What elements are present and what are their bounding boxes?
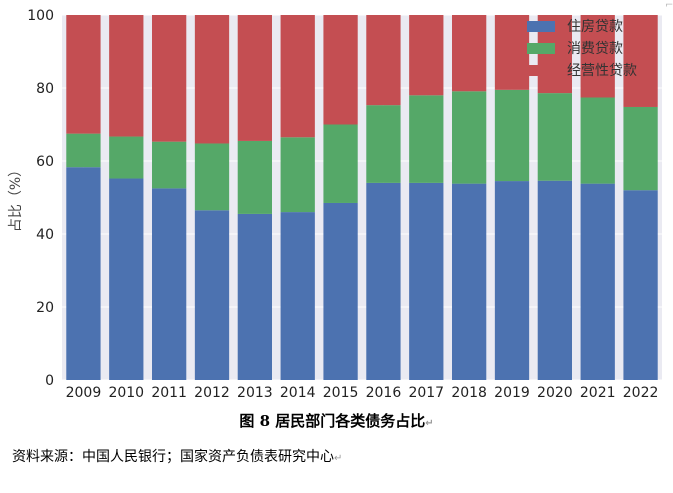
legend-swatch: [527, 21, 555, 32]
x-tick-label: 2018: [451, 385, 487, 401]
figure-caption: 图 8 居民部门各类债务占比↵: [0, 410, 673, 431]
x-tick-label: 2014: [280, 385, 316, 401]
bar-segment: [452, 183, 487, 380]
bar-segment: [366, 15, 401, 106]
source-text: 资料来源：中国人民银行；国家资产负债表研究中心: [12, 449, 334, 465]
bar-segment: [580, 183, 615, 380]
bar-segment: [452, 91, 487, 184]
bar-segment: [366, 182, 401, 380]
x-tick-label: 2010: [108, 385, 144, 401]
x-tick-label: 2015: [323, 385, 359, 401]
y-axis-label: 占比（%）: [8, 163, 24, 232]
paragraph-mark: ↵: [425, 418, 434, 429]
bar-segment: [409, 182, 444, 380]
bar-segment: [623, 190, 658, 380]
x-tick-label: 2017: [408, 385, 444, 401]
x-axis-ticks: 2009 2010 2011 2012 2013 2014 2015 2016 2017 2018…: [66, 385, 659, 401]
bar-segment: [194, 143, 230, 211]
x-tick-label: 2012: [194, 385, 230, 401]
x-tick-label: 2011: [151, 385, 187, 401]
y-tick-label: 100: [27, 8, 54, 24]
legend-swatch: [527, 43, 555, 54]
bar-segment: [580, 15, 615, 98]
bar-segment: [494, 89, 530, 182]
bar-segment: [537, 180, 572, 380]
bar-segment: [280, 15, 315, 138]
bar-segment: [194, 210, 230, 380]
bar-segment: [409, 15, 444, 96]
paragraph-mark: ↵: [334, 453, 343, 464]
x-tick-label: 2009: [66, 385, 102, 401]
x-tick-label: 2021: [580, 385, 616, 401]
bar-segment: [323, 15, 358, 125]
bar-segment: [109, 178, 144, 380]
bar-segment: [623, 15, 658, 107]
bar-segment: [323, 202, 358, 380]
bar-segment: [494, 181, 530, 380]
bar-segment: [237, 213, 272, 380]
bar-segment: [494, 15, 530, 90]
bar-segment: [66, 15, 101, 134]
y-tick-label: 60: [36, 154, 54, 170]
bar-segment: [580, 97, 615, 184]
bar-segment: [152, 188, 187, 380]
source-note: 资料来源：中国人民银行；国家资产负债表研究中心↵: [12, 446, 342, 466]
bar-segment: [280, 137, 315, 213]
bar-segment: [66, 133, 101, 168]
bar-segment: [366, 105, 401, 183]
x-tick-label: 2013: [237, 385, 273, 401]
bar-segment: [66, 167, 101, 380]
legend-label: 经营性贷款: [567, 63, 637, 79]
bar-segment: [323, 124, 358, 203]
bars: [66, 15, 658, 380]
x-tick-label: 2022: [623, 385, 659, 401]
bar-segment: [537, 93, 572, 181]
bar-segment: [152, 141, 187, 189]
bar-segment: [409, 95, 444, 183]
bar-segment: [194, 15, 230, 144]
bar-segment: [152, 15, 187, 142]
caption-text: 图 8 居民部门各类债务占比: [239, 412, 426, 430]
y-tick-label: 0: [45, 373, 54, 389]
y-tick-label: 20: [36, 300, 54, 316]
corner-mark: ⌐: [665, 0, 673, 11]
bar-segment: [237, 140, 272, 214]
x-tick-label: 2016: [366, 385, 402, 401]
bar-segment: [109, 15, 144, 137]
y-tick-label: 80: [36, 81, 54, 97]
y-tick-label: 40: [36, 227, 54, 243]
bar-segment: [109, 136, 144, 179]
legend-label: 消费贷款: [567, 41, 623, 57]
chart: 0 20 40 60 80 100 2009 2010 2011 2012 2013 2014 201…: [8, 8, 662, 401]
x-tick-label: 2020: [537, 385, 573, 401]
bar-segment: [452, 15, 487, 92]
bar-segment: [237, 15, 272, 141]
legend-swatch: [527, 65, 555, 76]
bar-segment: [623, 106, 658, 191]
y-axis-ticks: 0 20 40 60 80 100: [27, 8, 54, 389]
legend-label: 住房贷款: [567, 19, 623, 35]
x-tick-label: 2019: [494, 385, 530, 401]
bar-segment: [280, 212, 315, 380]
